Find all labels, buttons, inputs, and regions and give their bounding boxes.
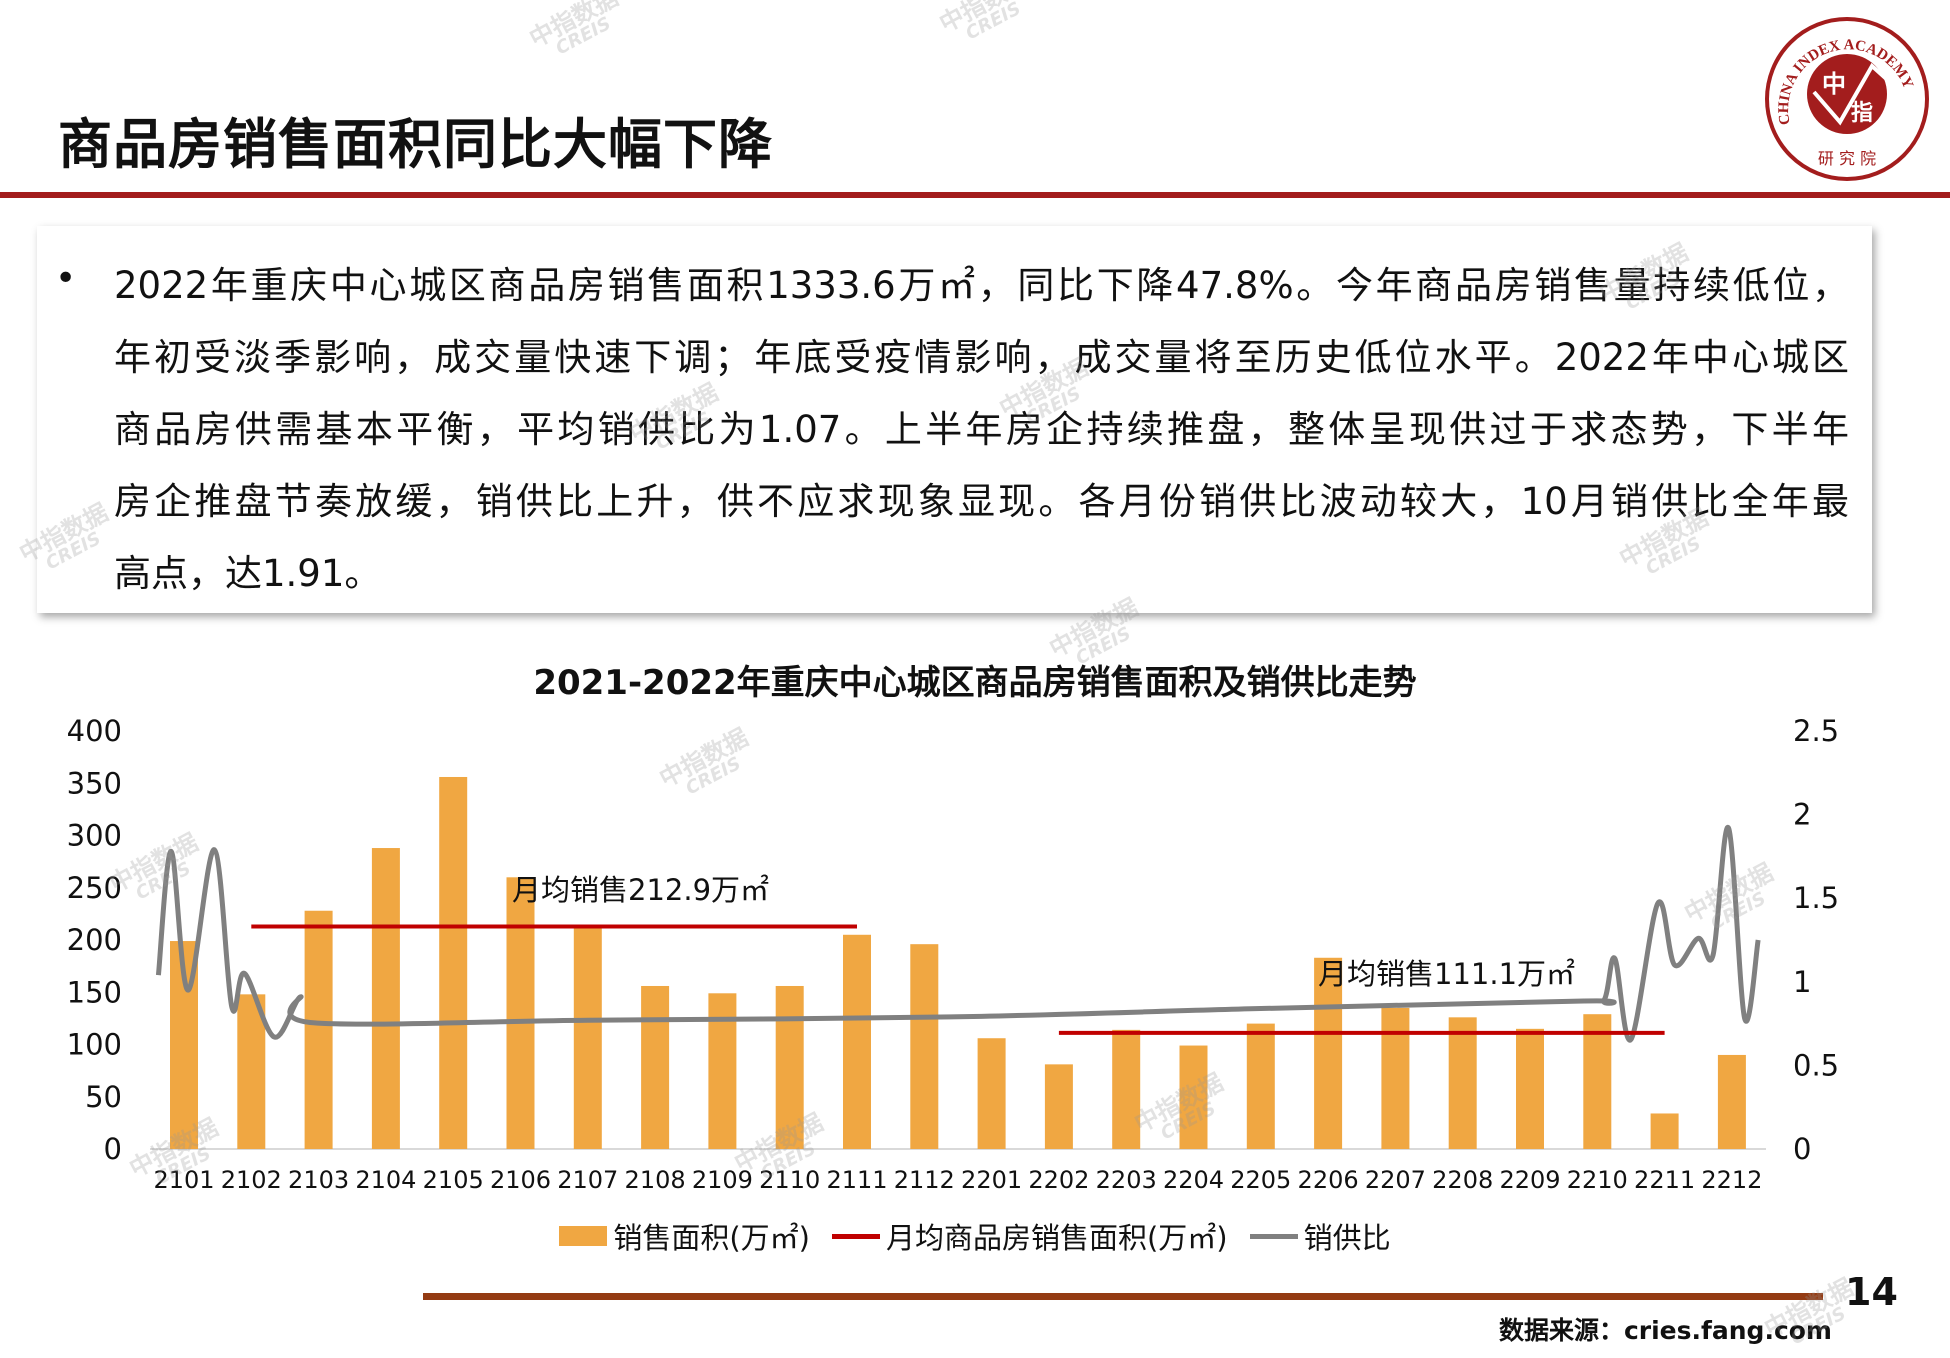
- y-left-tick-label: 200: [67, 923, 122, 957]
- summary-box: [37, 226, 1872, 613]
- summary-line: 高点，达1.91。: [114, 552, 382, 595]
- y-left-tick-label: 350: [67, 766, 122, 800]
- x-tick-label: 2106: [490, 1166, 551, 1194]
- x-tick-label: 2103: [288, 1166, 349, 1194]
- bar-2208: [1448, 1017, 1477, 1149]
- x-tick-label: 2210: [1567, 1166, 1628, 1194]
- chart-legend: 销售面积(万㎡) 月均商品房销售面积(万㎡) 销供比: [0, 1215, 1950, 1257]
- page-number: 14: [1845, 1270, 1898, 1314]
- bar-2102: [237, 994, 266, 1149]
- svg-text:研 究 院: 研 究 院: [1818, 149, 1876, 168]
- china-index-academy-logo: CHINA INDEX ACADEMY 中 指 研 究 院: [1765, 17, 1929, 181]
- x-tick-label: 2204: [1163, 1166, 1224, 1194]
- watermark: 中指数据 CREIS: [934, 0, 1033, 45]
- bar-2112: [910, 944, 939, 1149]
- bar-2104: [371, 848, 400, 1149]
- x-tick-label: 2212: [1701, 1166, 1762, 1194]
- y-left-tick-label: 100: [67, 1028, 122, 1062]
- y-right-tick-label: 2: [1793, 798, 1811, 832]
- bar-2107: [573, 926, 602, 1149]
- svg-text:指: 指: [1851, 101, 1873, 126]
- y-right-tick-label: 1: [1793, 965, 1811, 999]
- y-left-tick-label: 50: [85, 1080, 122, 1114]
- bar-2206: [1314, 957, 1343, 1149]
- bar-2201: [977, 1038, 1006, 1149]
- summary-line: 房企推盘节奏放缓，销供比上升，供不应求现象显现。各月份销供比波动较大，10月销供…: [114, 480, 1849, 523]
- chart-plot: 0 50 100 150 200 250 300 350 400 0 0.5 1 1.5 2 2.5 2101…: [67, 714, 1839, 1194]
- footer-divider: [423, 1293, 1823, 1300]
- legend-item-sales: 销售面积(万㎡): [559, 1215, 810, 1257]
- x-tick-label: 2102: [221, 1166, 282, 1194]
- legend-label: 销售面积(万㎡): [613, 1221, 810, 1255]
- summary-line: 年初受淡季影响，成交量快速下调；年底受疫情影响，成交量将至历史低位水平。2022…: [114, 336, 1849, 379]
- y-left-tick-label: 400: [67, 714, 122, 748]
- bar-2111: [843, 934, 871, 1149]
- bar-2110: [775, 985, 804, 1149]
- legend-label: 月均商品房销售面积(万㎡): [885, 1221, 1228, 1255]
- legend-swatch-red-line: [831, 1233, 880, 1239]
- bar-2212: [1717, 1054, 1746, 1149]
- summary-line: 2022年重庆中心城区商品房销售面积1333.6万㎡，同比下降47.8%。今年商…: [114, 264, 1849, 307]
- x-tick-label: 2206: [1298, 1166, 1359, 1194]
- sales-supply-ratio-line: [155, 825, 1761, 1043]
- y-right-tick-label: 1.5: [1793, 881, 1839, 915]
- average-annotation-2022: 月均销售111.1万㎡: [1318, 957, 1575, 991]
- data-source: 数据来源：cries.fang.com: [1498, 1316, 1832, 1345]
- x-tick-label: 2208: [1432, 1166, 1493, 1194]
- x-tick-label: 2109: [692, 1166, 753, 1194]
- bar-2207: [1381, 1007, 1410, 1149]
- legend-label: 销供比: [1303, 1221, 1391, 1255]
- legend-item-ratio: 销供比: [1249, 1215, 1391, 1257]
- y-right-tick-label: 2.5: [1793, 714, 1839, 748]
- x-tick-label: 2211: [1634, 1166, 1695, 1194]
- y-left-tick-label: 0: [104, 1132, 122, 1166]
- y-left-tick-label: 300: [67, 819, 122, 853]
- y-left-tick-label: 150: [67, 975, 122, 1009]
- x-tick-label: 2203: [1096, 1166, 1157, 1194]
- bar-2204: [1179, 1045, 1208, 1149]
- x-tick-label: 2108: [625, 1166, 686, 1194]
- title-divider: [0, 192, 1950, 198]
- bar-2106: [506, 877, 535, 1149]
- x-tick-label: 2105: [423, 1166, 484, 1194]
- x-tick-label: 2111: [826, 1166, 887, 1194]
- bar-2205: [1246, 1023, 1275, 1149]
- x-tick-label: 2205: [1230, 1166, 1291, 1194]
- x-tick-label: 2201: [961, 1166, 1022, 1194]
- y-right-tick-label: 0.5: [1793, 1048, 1839, 1082]
- x-tick-label: 2101: [153, 1166, 214, 1194]
- x-tick-label: 2110: [759, 1166, 820, 1194]
- watermark: 中指数据 CREIS: [524, 0, 623, 60]
- x-tick-label: 2112: [894, 1166, 955, 1194]
- y-left-tick-label: 250: [67, 871, 122, 905]
- chart-title: 2021-2022年重庆中心城区商品房销售面积及销供比走势: [533, 663, 1417, 703]
- x-tick-label: 2202: [1028, 1166, 1089, 1194]
- x-tick-label: 2209: [1499, 1166, 1560, 1194]
- bar-2210: [1583, 1014, 1612, 1149]
- bar-2209: [1516, 1028, 1544, 1149]
- bar-2105: [439, 776, 468, 1149]
- x-tick-label: 2207: [1365, 1166, 1426, 1194]
- legend-swatch-bar: [559, 1226, 608, 1246]
- bar-2202: [1044, 1064, 1073, 1149]
- page-title: 商品房销售面积同比大幅下降: [58, 113, 773, 176]
- bar-2211: [1650, 1113, 1679, 1149]
- legend-swatch-gray-line: [1249, 1233, 1298, 1239]
- svg-text:中: 中: [1822, 70, 1846, 98]
- legend-item-average: 月均商品房销售面积(万㎡): [831, 1215, 1228, 1257]
- bar-2109: [708, 993, 737, 1149]
- x-tick-label: 2104: [355, 1166, 416, 1194]
- summary-line: 商品房供需基本平衡，平均销供比为1.07。上半年房企持续推盘，整体呈现供过于求态…: [114, 408, 1849, 451]
- bar-2103: [304, 910, 333, 1149]
- bar-2203: [1112, 1029, 1141, 1149]
- x-tick-label: 2107: [557, 1166, 618, 1194]
- y-right-tick-label: 0: [1793, 1132, 1811, 1166]
- average-annotation-2021: 月均销售212.9万㎡: [512, 873, 769, 907]
- bullet-icon: •: [55, 258, 77, 299]
- bar-2108: [641, 985, 670, 1149]
